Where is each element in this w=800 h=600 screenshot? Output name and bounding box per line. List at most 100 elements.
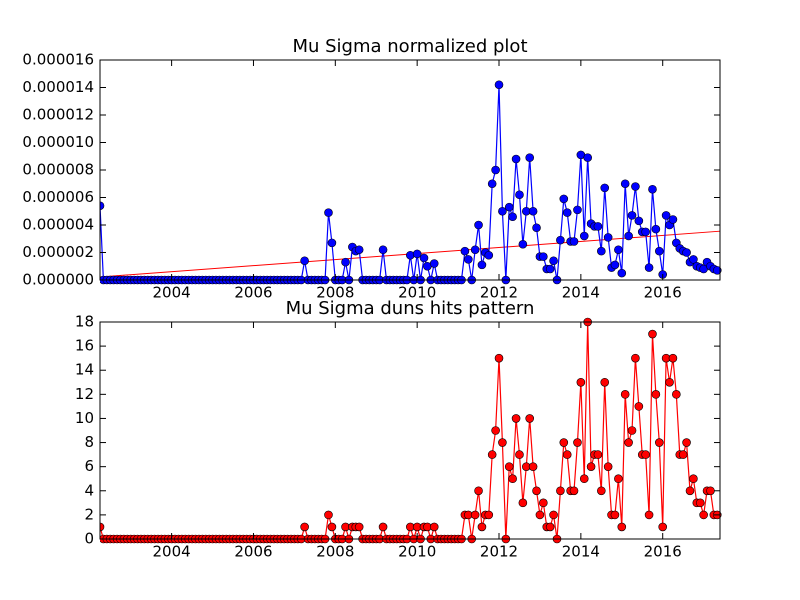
y-tick-label: 0.000016 — [22, 51, 94, 69]
data-point — [689, 255, 698, 264]
data-point — [327, 238, 337, 248]
data-point — [661, 211, 671, 220]
data-point — [474, 486, 483, 496]
data-point — [487, 179, 497, 189]
data-point — [562, 208, 572, 217]
y-tick-label: 12 — [75, 385, 94, 403]
data-point — [610, 510, 620, 520]
data-point — [597, 486, 606, 496]
x-tick-label: 2004 — [153, 284, 191, 302]
data-point — [532, 223, 541, 233]
data-point — [678, 450, 688, 459]
data-point — [627, 426, 637, 435]
x-tick-label: 2004 — [153, 543, 191, 561]
data-point — [600, 183, 610, 193]
x-tick-label: 2008 — [316, 284, 354, 302]
x-tick-label: 2014 — [562, 543, 600, 561]
data-point — [655, 246, 664, 256]
data-point — [579, 231, 589, 241]
data-point — [525, 153, 535, 162]
data-point — [620, 179, 630, 189]
y-tick-label: 2 — [84, 505, 94, 523]
data-point — [324, 510, 333, 520]
y-tick-label: 14 — [75, 361, 94, 379]
data-point — [620, 390, 630, 399]
data-point — [665, 377, 674, 387]
data-point — [525, 414, 535, 423]
y-tick-label: 0 — [84, 530, 94, 548]
data-point — [648, 184, 657, 194]
data-point — [634, 402, 644, 411]
data-point — [556, 486, 565, 496]
data-point — [600, 377, 610, 387]
data-point — [491, 165, 500, 175]
data-point — [682, 438, 691, 447]
data-point — [511, 154, 521, 164]
x-tick-label: 2008 — [316, 543, 354, 561]
data-point — [614, 474, 623, 484]
data-point — [470, 510, 480, 520]
data-point — [511, 414, 521, 423]
y-tick-label: 18 — [75, 313, 94, 331]
data-point — [651, 224, 661, 234]
y-tick-label: 0.000004 — [22, 216, 94, 234]
data-point — [668, 215, 678, 224]
x-tick-label: 2010 — [398, 284, 436, 302]
data-point — [474, 220, 483, 230]
data-point — [658, 522, 668, 532]
data-point — [682, 248, 691, 257]
y-tick-label: 0.000002 — [22, 243, 94, 261]
y-tick-label: 4 — [84, 481, 94, 499]
y-tick-label: 0.000006 — [22, 188, 94, 206]
data-point — [518, 498, 528, 508]
data-point — [300, 256, 309, 266]
data-point — [354, 522, 364, 532]
data-point — [689, 474, 698, 484]
y-tick-label: 8 — [84, 433, 94, 451]
data-point — [631, 353, 640, 363]
data-point — [477, 260, 487, 270]
data-point — [515, 450, 524, 459]
data-point — [494, 80, 504, 90]
y-tick-label: 0.000008 — [22, 161, 94, 179]
x-tick-label: 2016 — [644, 543, 682, 561]
data-point — [460, 246, 470, 256]
data-point — [535, 510, 545, 520]
data-point — [539, 498, 548, 508]
data-point — [617, 268, 627, 278]
data-point — [641, 227, 650, 237]
data-point — [634, 216, 644, 226]
data-point — [699, 510, 708, 520]
data-point — [651, 390, 661, 399]
data-point — [429, 259, 439, 268]
data-point — [464, 255, 473, 264]
data-point — [562, 450, 572, 459]
data-point — [504, 202, 514, 212]
x-tick-label: 2006 — [234, 284, 272, 302]
data-point — [617, 522, 627, 532]
data-point — [627, 211, 637, 220]
data-point — [569, 486, 579, 496]
data-point — [631, 182, 640, 191]
data-point — [528, 206, 538, 216]
x-tick-label: 2010 — [398, 543, 436, 561]
data-point — [579, 474, 589, 484]
y-tick-label: 0.000014 — [22, 78, 94, 96]
data-point — [586, 462, 596, 471]
data-point — [378, 245, 388, 255]
data-point — [341, 257, 350, 267]
data-point — [324, 208, 333, 217]
data-point — [559, 438, 569, 447]
y-tick-label: 10 — [75, 409, 94, 427]
data-point — [508, 212, 517, 222]
chart-title: Mu Sigma duns hits pattern — [286, 298, 535, 319]
data-point — [573, 205, 582, 215]
data-point — [429, 522, 439, 532]
data-point — [300, 522, 309, 532]
data-point — [549, 256, 558, 266]
x-tick-label: 2012 — [480, 284, 518, 302]
data-point — [508, 474, 517, 484]
data-point — [695, 498, 705, 508]
